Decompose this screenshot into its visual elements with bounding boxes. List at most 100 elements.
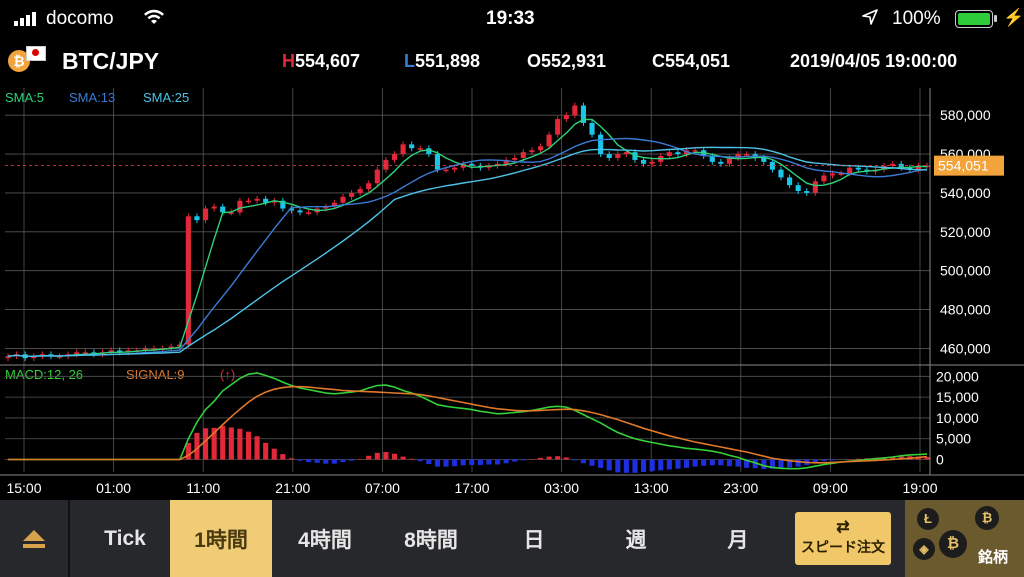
- candle: [503, 159, 509, 164]
- candle: [452, 167, 458, 170]
- macd-histogram-bar: [314, 459, 320, 463]
- candle: [735, 154, 741, 158]
- tab-tick[interactable]: Tick: [104, 526, 146, 550]
- macd-histogram-bar: [383, 452, 389, 460]
- macd-tick-label: 20,000: [936, 368, 979, 384]
- brand-label: 銘柄: [977, 549, 1008, 566]
- tab-4h[interactable]: 4時間: [298, 528, 352, 552]
- coin-icon: ◈: [913, 538, 935, 560]
- macd-histogram-bar: [202, 428, 209, 460]
- macd-tick-label: 10,000: [936, 410, 979, 426]
- candle: [271, 200, 277, 203]
- macd-histogram-bar: [237, 428, 243, 460]
- candle: [761, 157, 767, 162]
- sma13-legend: SMA:13: [69, 90, 116, 105]
- candle: [606, 154, 612, 158]
- macd-histogram-bar: [477, 459, 483, 465]
- macd-histogram-bar: [185, 442, 191, 460]
- candle: [142, 348, 148, 351]
- candle: [623, 152, 629, 155]
- macd-histogram-bar: [615, 459, 621, 473]
- brand-button[interactable]: Ł ₿ ₿ ◈ 銘柄: [905, 500, 1024, 577]
- tab-month[interactable]: 月: [727, 528, 749, 552]
- pair-header: ₿ BTC/JPY H554,607 L551,898 O552,931 C55…: [0, 40, 1024, 80]
- macd-histogram-bar: [391, 453, 398, 460]
- candle: [615, 154, 621, 158]
- macd-histogram-bar: [752, 459, 758, 469]
- bitcoin-icon[interactable]: ₿: [8, 50, 30, 72]
- macd-histogram-bar: [812, 459, 818, 463]
- clock: 19:33: [486, 8, 535, 29]
- macd-histogram-bar: [546, 456, 552, 460]
- candle: [692, 150, 698, 152]
- price-tick-label: 540,000: [940, 185, 991, 201]
- macd-histogram-bar: [426, 459, 432, 465]
- macd-histogram-bar: [520, 459, 526, 461]
- candle: [890, 163, 896, 166]
- macd-histogram-bar: [795, 459, 801, 467]
- candle: [202, 208, 209, 221]
- time-tick-label: 17:00: [454, 480, 489, 496]
- candle: [417, 148, 423, 150]
- tab-1h[interactable]: 1時間: [170, 500, 272, 577]
- sma25-legend: SMA:25: [143, 90, 190, 105]
- macd-histogram-bar: [709, 459, 715, 466]
- macd-arrow-legend: (↑): [220, 367, 236, 382]
- candle: [546, 134, 552, 147]
- macd-histogram-bar: [829, 459, 836, 461]
- candle: [151, 348, 157, 350]
- time-tick-label: 15:00: [6, 480, 41, 496]
- time-tick-label: 19:00: [902, 480, 937, 496]
- candle: [374, 169, 380, 184]
- macd-histogram-bar: [924, 457, 930, 460]
- tab-8h[interactable]: 8時間: [404, 528, 458, 552]
- status-bar: docomo 19:33 100% ⚡: [0, 0, 1024, 38]
- speed-order-button[interactable]: ⇄ スピード注文: [795, 512, 891, 565]
- battery-icon: [955, 10, 993, 28]
- macd-histogram-bar: [271, 448, 277, 460]
- macd-tick-label: 0: [936, 452, 944, 468]
- pair-name[interactable]: BTC/JPY: [62, 48, 160, 74]
- price-tick-label: 580,000: [940, 107, 991, 123]
- macd-histogram-bar: [254, 436, 260, 460]
- macd-histogram-bar: [280, 454, 286, 460]
- candle: [718, 161, 724, 164]
- macd-histogram-bar: [331, 459, 337, 464]
- price-chart[interactable]: 580,000560,000540,000520,000500,000480,0…: [0, 84, 1024, 498]
- candle: [280, 200, 286, 209]
- macd-histogram-bar: [263, 442, 269, 460]
- macd-histogram-bar: [469, 459, 475, 465]
- macd-histogram-bar: [821, 459, 827, 462]
- candle: [915, 165, 921, 170]
- macd-histogram-bar: [606, 459, 612, 471]
- macd-histogram-bar: [220, 425, 226, 460]
- speed-order-label: スピード注文: [801, 538, 885, 555]
- charging-icon: ⚡: [1003, 8, 1024, 27]
- open-value: O552,931: [527, 51, 607, 71]
- macd-histogram-bar: [194, 432, 200, 460]
- candle: [297, 210, 303, 213]
- high-value: H554,607: [282, 51, 361, 71]
- candle: [847, 167, 853, 174]
- macd-histogram-bar: [340, 459, 346, 463]
- candle: [323, 206, 329, 209]
- candle: [366, 183, 372, 190]
- macd-histogram-bar: [761, 459, 767, 470]
- macd-histogram-bar: [211, 427, 217, 460]
- candle: [288, 208, 294, 211]
- time-tick-label: 13:00: [634, 480, 669, 496]
- macd-histogram-bar: [632, 459, 638, 473]
- macd-histogram-bar: [623, 459, 629, 473]
- candle: [598, 134, 604, 155]
- candle: [434, 154, 441, 170]
- candle: [829, 173, 836, 176]
- candle: [804, 191, 810, 193]
- bitcoin-icon: ₿: [939, 530, 967, 558]
- candle: [426, 148, 432, 155]
- macd-histogram-bar: [323, 459, 329, 464]
- candle: [641, 159, 647, 164]
- tab-week[interactable]: 週: [625, 528, 647, 552]
- eject-button[interactable]: [0, 500, 70, 577]
- sma5-line: [7, 118, 927, 357]
- tab-day[interactable]: 日: [523, 528, 545, 552]
